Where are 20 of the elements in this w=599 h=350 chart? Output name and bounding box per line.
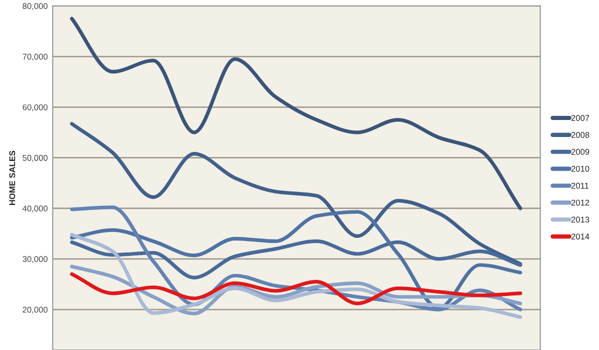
legend-label: 2011 xyxy=(571,182,589,189)
legend-label: 2013 xyxy=(571,216,590,223)
legend-label: 2012 xyxy=(571,200,590,206)
legend-label: 2010 xyxy=(571,166,590,172)
y-axis-title: HOME SALES xyxy=(9,150,16,205)
y-tick-label: 20,000 xyxy=(22,306,48,314)
y-tick-label: 30,000 xyxy=(22,256,48,264)
line-series xyxy=(70,16,522,210)
legend-label: 2009 xyxy=(571,148,590,155)
legend-label: 2014 xyxy=(571,234,590,240)
line-series xyxy=(70,232,522,319)
legend-label: 2008 xyxy=(571,132,590,138)
y-tick-label: 80,000 xyxy=(22,3,48,10)
legend-label: 2007 xyxy=(571,115,590,121)
y-tick-label: 40,000 xyxy=(22,206,48,212)
line-series xyxy=(70,272,522,306)
y-tick-label: 50,000 xyxy=(22,154,48,162)
line-series xyxy=(70,122,522,266)
y-tick-label: 60,000 xyxy=(22,104,48,112)
y-tick-label: 70,000 xyxy=(22,54,48,61)
